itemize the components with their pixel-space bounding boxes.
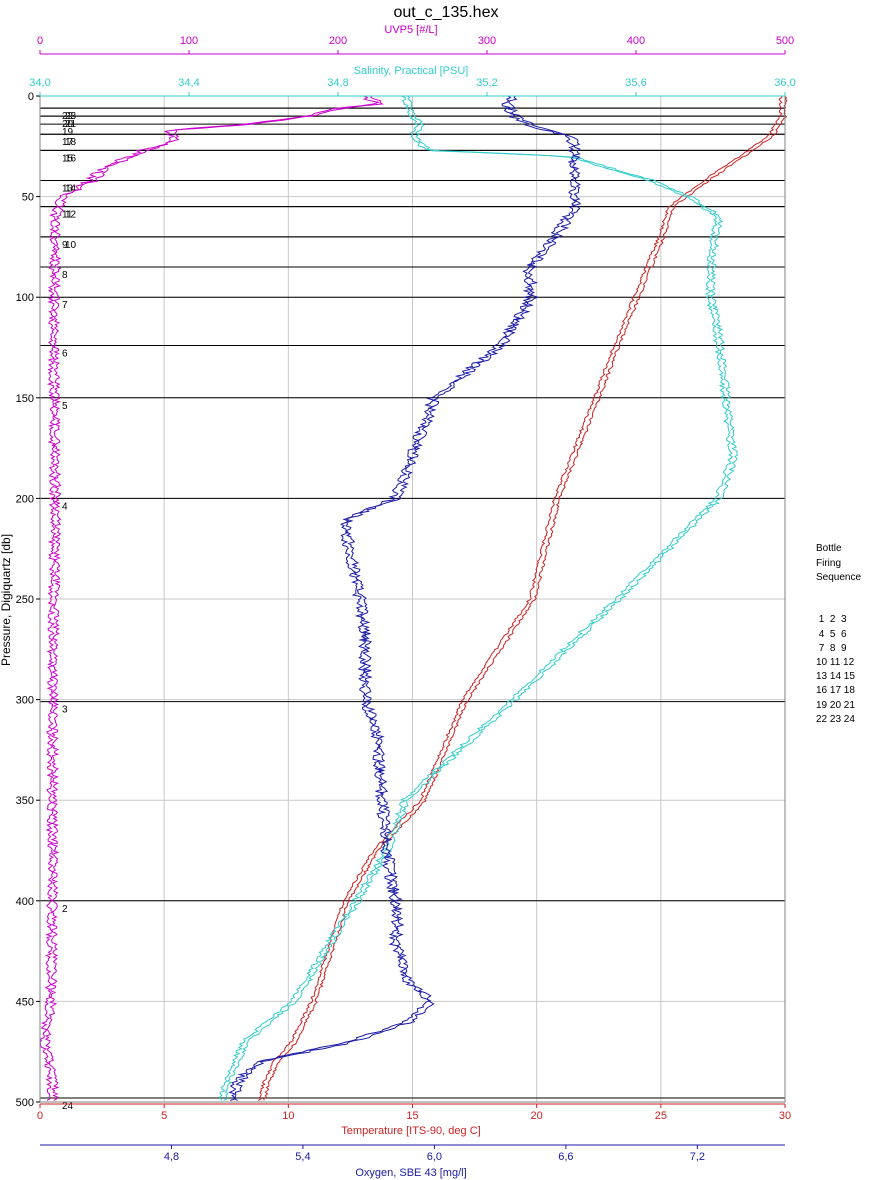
series-line-salinity: [223, 95, 738, 1101]
chart-title: out_c_135.hex: [394, 4, 499, 21]
salinity-axis-label: Salinity, Practical [PSU]: [354, 65, 469, 77]
bottle-label: 2: [62, 904, 68, 915]
oxygen-tick-label: 4,8: [164, 1151, 179, 1163]
temperature-tick-label: 20: [531, 1110, 543, 1122]
legend-row: 22 23 24: [816, 713, 855, 725]
oxygen-tick-label: 7,2: [690, 1151, 705, 1163]
bottle-label: 16: [65, 153, 77, 164]
bottle-firing-legend: Bottle Firing Sequence 1 2 3 4 5 6 7 8 9…: [816, 514, 861, 741]
bottle-label: 10: [65, 240, 77, 251]
legend-row: 13 14 15: [816, 671, 855, 683]
bottle-label: 13: [62, 184, 74, 195]
legend-row: 1 2 3: [816, 614, 847, 626]
series-line-oxygen: [228, 95, 578, 1101]
grid: [39, 95, 786, 1103]
oxygen-tick-label: 5,4: [295, 1151, 310, 1163]
uvp-tick-label: 200: [329, 35, 347, 47]
temperature-tick-label: 25: [655, 1110, 667, 1122]
temperature-tick-label: 5: [161, 1110, 167, 1122]
bottle-label: 23: [65, 111, 77, 122]
bottle-label: 8: [62, 270, 68, 281]
uvp-tick-label: 0: [37, 35, 43, 47]
y-tick-label: 150: [16, 393, 34, 405]
salinity-tick-label: 34,0: [29, 77, 50, 89]
series-line-temperature: [263, 95, 788, 1101]
legend-title: Bottle Firing Sequence: [816, 543, 862, 583]
legend-row: 19 20 21: [816, 699, 855, 711]
uvp-tick-label: 400: [627, 35, 645, 47]
bottle-label: 11: [62, 210, 73, 221]
temperature-tick-label: 30: [779, 1110, 791, 1122]
oxygen-tick-label: 6,0: [427, 1151, 442, 1163]
bottle-label: 9: [62, 240, 68, 251]
pressure-axis-label: Pressure, Digiquartz [db]: [0, 534, 13, 666]
y-tick-label: 500: [16, 1097, 34, 1109]
temperature-tick-label: 0: [37, 1110, 43, 1122]
uvp-axis-label: UVP5 [#/L]: [384, 24, 437, 36]
oxygen-axis-label: Oxygen, SBE 43 [mg/l]: [355, 1167, 466, 1179]
salinity-tick-label: 35,6: [625, 77, 646, 89]
series-line-temperature: [258, 95, 783, 1101]
bottle-label: 12: [65, 210, 77, 221]
bottle-label: 5: [62, 401, 68, 412]
series-line-oxygen: [233, 95, 582, 1101]
y-tick-label: 0: [28, 91, 34, 103]
temperature-tick-label: 15: [406, 1110, 418, 1122]
legend-rows: 1 2 3 4 5 6 7 8 9 10 11 12 13 14 15 16 17 1…: [816, 613, 861, 727]
y-tick-label: 350: [16, 795, 34, 807]
uvp-tick-label: 500: [776, 35, 794, 47]
bottle-label: 22: [62, 111, 74, 122]
legend-row: 4 5 6: [816, 628, 847, 640]
series-line-uvp: [44, 95, 384, 1101]
salinity-tick-label: 34,8: [327, 77, 348, 89]
legend-row: 10 11 12: [816, 657, 855, 669]
y-tick-label: 200: [16, 493, 34, 505]
legend-row: 16 17 18: [816, 685, 855, 697]
uvp-tick-label: 100: [180, 35, 198, 47]
bottle-label: 7: [62, 300, 68, 311]
y-tick-label: 50: [22, 192, 34, 204]
bottle-label: 21: [65, 119, 77, 130]
legend-row: 7 8 9: [816, 642, 847, 654]
salinity-tick-label: 36,0: [774, 77, 795, 89]
series-line-salinity: [218, 95, 733, 1101]
oxygen-tick-label: 6,6: [558, 1151, 573, 1163]
y-tick-label: 300: [16, 695, 34, 707]
y-tick-label: 400: [16, 896, 34, 908]
y-tick-label: 450: [16, 996, 34, 1008]
y-tick-label: 250: [16, 594, 34, 606]
bottle-label: 24: [62, 1101, 74, 1112]
bottle-label: 19: [62, 127, 74, 138]
bottle-label: 20: [62, 119, 74, 130]
uvp-tick-label: 300: [478, 35, 496, 47]
bottle-label: 4: [62, 501, 68, 512]
y-tick-label: 100: [16, 292, 34, 304]
temperature-tick-label: 10: [282, 1110, 294, 1122]
salinity-tick-label: 35,2: [476, 77, 497, 89]
bottle-label: 3: [62, 705, 68, 716]
bottle-label: 18: [65, 137, 77, 148]
bottle-label: 14: [65, 184, 77, 195]
bottle-label: 17: [62, 137, 74, 148]
bottle-label: 15: [62, 153, 74, 164]
series-line-uvp: [39, 95, 379, 1101]
temperature-axis-label: Temperature [ITS-90, deg C]: [341, 1125, 480, 1137]
series-layer: [39, 95, 788, 1101]
salinity-tick-label: 34,4: [178, 77, 199, 89]
bottle-label: 6: [62, 348, 68, 359]
